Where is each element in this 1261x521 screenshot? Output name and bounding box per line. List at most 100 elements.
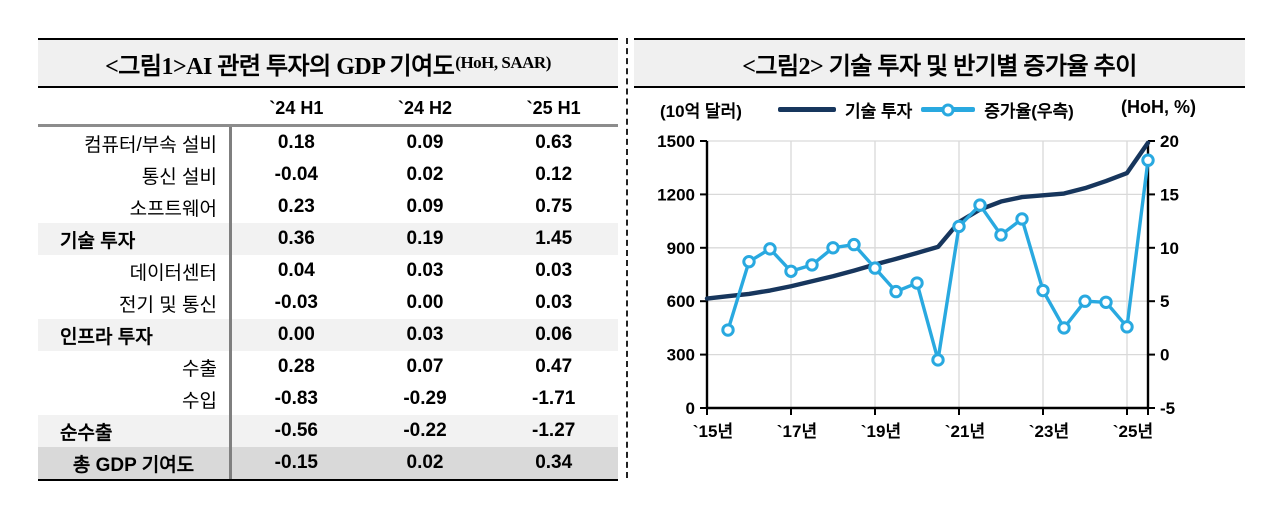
column-header-25h1: `25 H1	[526, 97, 581, 118]
growth-rate-marker	[994, 228, 1008, 242]
column-header-24h2: `24 H2	[397, 97, 453, 118]
growth-rate-marker	[1078, 294, 1092, 308]
cell-value: -0.29	[403, 388, 447, 409]
growth-rate-marker	[1120, 320, 1134, 334]
cell-value: 0.00	[277, 324, 315, 345]
x-axis-tick-label: `23년	[1029, 422, 1069, 441]
cell-value: -1.27	[532, 420, 576, 441]
cell-value: 0.75	[535, 196, 573, 217]
growth-rate-marker	[784, 264, 798, 278]
table-row: 총 GDP 기여도 -0.15 0.02 0.34	[38, 447, 618, 479]
cell-value: 0.03	[406, 260, 444, 281]
table-row: 기술 투자 0.36 0.19 1.45	[38, 223, 618, 255]
x-axis-tick-label: `15년	[693, 422, 733, 441]
left-axis-tick-label: 0	[686, 399, 695, 418]
cell-value: 1.45	[535, 228, 573, 249]
fig1-table: `24 H1 `24 H2 `25 H1 컴퓨터/부속 설비 0.18 0.09 0.…	[38, 92, 618, 481]
table-row: 소프트웨어 0.23 0.09 0.75	[38, 191, 618, 223]
cell-value: -0.56	[274, 420, 318, 441]
growth-rate-marker	[1015, 212, 1029, 226]
row-label: 수출	[38, 351, 232, 383]
fig1-title-text: <그림1>AI 관련 투자의 GDP 기여도	[105, 53, 455, 80]
row-label: 수입	[38, 383, 232, 415]
x-axis-tick-label: `17년	[777, 422, 817, 441]
cell-value: 0.00	[406, 292, 444, 313]
cell-value: -1.71	[532, 388, 576, 409]
fig2-title: <그림2> 기술 투자 및 반기별 증가율 추이	[634, 38, 1245, 88]
tech-investment-legend-line	[778, 107, 836, 112]
growth-rate-marker	[868, 261, 882, 275]
growth-rate-marker	[847, 237, 861, 252]
cell-value: 0.47	[535, 356, 573, 377]
cell-value: 0.02	[406, 452, 444, 473]
growth-rate-marker	[952, 219, 966, 234]
row-label: 통신 설비	[38, 159, 232, 191]
cell-value: 0.03	[535, 292, 573, 313]
fig2-line-chart: 0 300 600 900 1200 1500 -5 0 5 10 15 20 `15년 `17년 `19년…	[657, 132, 1179, 441]
growth-rate-marker	[721, 323, 735, 337]
tech-investment-legend-label: 기술 투자	[845, 102, 913, 121]
row-label: 총 GDP 기여도	[38, 447, 232, 479]
fig2-title-text: <그림2> 기술 투자 및 반기별 증가율 추이	[742, 53, 1137, 80]
table-row: 전기 및 통신 -0.03 0.00 0.03	[38, 287, 618, 319]
cell-value: 0.12	[535, 164, 573, 185]
growth-rate-marker	[742, 254, 756, 269]
row-label: 소프트웨어	[38, 191, 232, 223]
table-header-row: `24 H1 `24 H2 `25 H1	[38, 92, 618, 127]
cell-value: 0.02	[406, 164, 444, 185]
table-row: 수출 0.28 0.07 0.47	[38, 351, 618, 383]
x-axis-tick-label: `19년	[861, 422, 901, 441]
table-row: 순수출 -0.56 -0.22 -1.27	[38, 415, 618, 447]
cell-value: 0.34	[535, 452, 573, 473]
growth-legend-line	[921, 103, 976, 116]
table-row: 컴퓨터/부속 설비 0.18 0.09 0.63	[38, 127, 618, 159]
cell-value: 0.09	[406, 196, 444, 217]
x-axis-tick-label: `25년	[1113, 422, 1153, 441]
table-row: 인프라 투자 0.00 0.03 0.06	[38, 319, 618, 351]
right-axis-unit-label: (HoH, %)	[1121, 97, 1196, 117]
panel-divider-dashed-line	[626, 38, 628, 478]
growth-rate-marker	[889, 284, 903, 299]
chart-legend: 기술 투자 증가율(우측)	[778, 97, 1074, 122]
cell-value: 0.09	[406, 132, 444, 153]
right-axis-tick-label: 20	[1160, 132, 1179, 151]
right-axis-tick-label: 5	[1160, 292, 1169, 311]
cell-value: 0.04	[277, 260, 315, 281]
cell-value: -0.03	[274, 292, 318, 313]
cell-value: -0.15	[274, 452, 318, 473]
left-axis-unit-label: (10억 달러)	[660, 102, 742, 121]
growth-legend-marker	[941, 103, 955, 116]
left-axis-tick-label: 600	[667, 292, 695, 311]
table-row: 수입 -0.83 -0.29 -1.71	[38, 383, 618, 415]
growth-rate-marker	[1141, 153, 1155, 167]
row-label: 인프라 투자	[38, 319, 232, 351]
x-axis-tick-label: `21년	[945, 422, 985, 441]
left-axis-tick-label: 1200	[657, 185, 695, 204]
cell-value: -0.22	[403, 420, 447, 441]
left-axis-tick-label: 300	[667, 346, 695, 365]
cell-value: 0.18	[277, 132, 315, 153]
cell-value: -0.83	[274, 388, 318, 409]
cell-value: 0.06	[535, 324, 573, 345]
growth-rate-marker	[910, 276, 924, 290]
cell-value: 0.03	[535, 260, 573, 281]
growth-rate-marker	[763, 242, 777, 256]
cell-value: 0.03	[406, 324, 444, 345]
row-label: 데이터센터	[38, 255, 232, 287]
cell-value: -0.04	[274, 164, 318, 185]
left-axis-tick-label: 1500	[657, 132, 695, 151]
right-axis-tick-label: 15	[1160, 185, 1179, 204]
fig1-title: <그림1>AI 관련 투자의 GDP 기여도 (HoH, SAAR)	[38, 38, 618, 88]
fig1-title-suffix: (HoH, SAAR)	[455, 53, 551, 72]
cell-value: 0.07	[406, 356, 444, 377]
tech-investment-line	[704, 140, 1151, 301]
growth-rate-marker	[826, 241, 840, 255]
table-row: 통신 설비 -0.04 0.02 0.12	[38, 159, 618, 191]
row-label: 순수출	[38, 415, 232, 447]
growth-rate-marker	[1099, 295, 1113, 309]
cell-value: 0.36	[277, 228, 315, 249]
column-header-24h1: `24 H1	[269, 97, 324, 118]
right-axis-tick-label: 10	[1160, 239, 1179, 258]
table-row: 데이터센터 0.04 0.03 0.03	[38, 255, 618, 287]
